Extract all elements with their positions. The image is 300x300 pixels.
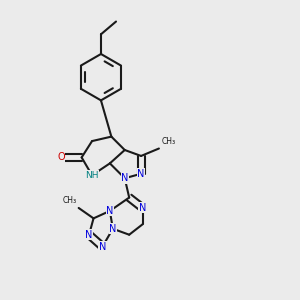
Text: NH: NH <box>85 171 99 180</box>
Text: N: N <box>106 206 114 216</box>
Text: CH₃: CH₃ <box>63 196 77 205</box>
Text: N: N <box>109 224 116 234</box>
Text: CH₃: CH₃ <box>161 137 176 146</box>
Text: N: N <box>85 230 93 240</box>
Text: N: N <box>137 169 145 179</box>
Text: O: O <box>57 152 64 162</box>
Text: N: N <box>99 242 106 252</box>
Text: N: N <box>139 203 146 213</box>
Text: N: N <box>121 173 128 183</box>
